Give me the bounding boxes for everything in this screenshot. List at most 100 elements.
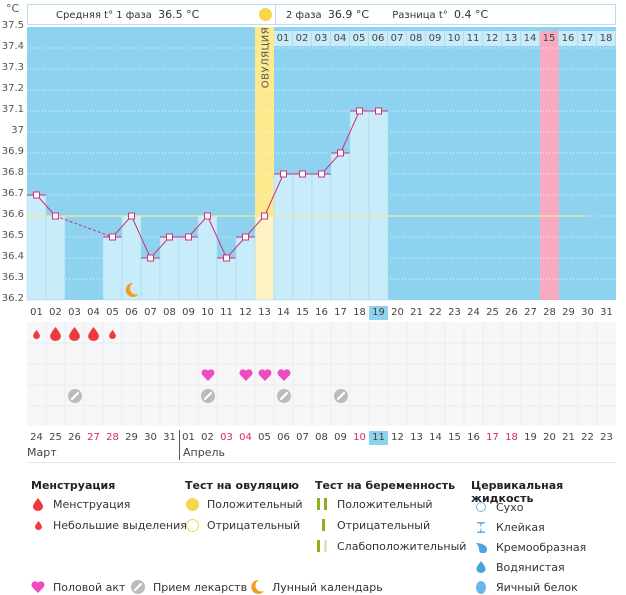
cycle-day-label[interactable]: 17 xyxy=(334,307,347,318)
cycle-day-label[interactable]: 11 xyxy=(220,307,233,318)
ovulation-positive-icon xyxy=(185,497,199,511)
temperature-point xyxy=(223,254,230,262)
cycle-day-label[interactable]: 21 xyxy=(410,307,423,318)
cycle-day-label[interactable]: 16 xyxy=(315,307,328,318)
month-label-march: Март xyxy=(27,446,57,459)
calendar-date-label[interactable]: 03 xyxy=(220,432,233,443)
calendar-date-label[interactable]: 02 xyxy=(201,432,214,443)
legend-cervical-creamy: Кремообразная xyxy=(474,540,586,554)
calendar-date-label[interactable]: 29 xyxy=(125,432,138,443)
temperature-point xyxy=(299,170,306,178)
calendar-date-label[interactable]: 14 xyxy=(429,432,442,443)
calendar-date-label[interactable]: 05 xyxy=(258,432,271,443)
calendar-date-label[interactable]: 13 xyxy=(410,432,423,443)
blood-drop-icon[interactable] xyxy=(65,326,84,342)
temperature-bar xyxy=(368,110,389,301)
luteal-day-label: 08 xyxy=(407,31,426,46)
calendar-date-label[interactable]: 16 xyxy=(467,432,480,443)
pill-icon[interactable] xyxy=(274,388,293,404)
cycle-day-label[interactable]: 01 xyxy=(30,307,43,318)
phase2-summary: 2 фаза 36.9 °C Разница t° 0.4 °C xyxy=(275,4,616,25)
heart-icon[interactable] xyxy=(198,367,217,383)
heart-icon[interactable] xyxy=(255,367,274,383)
moon-icon xyxy=(250,580,264,594)
cycle-day-label[interactable]: 09 xyxy=(182,307,195,318)
cycle-day-label[interactable]: 13 xyxy=(258,307,271,318)
temperature-bar xyxy=(330,152,351,301)
legend-cervical-dry-label: Сухо xyxy=(496,500,524,514)
y-tick-label: 36.2 xyxy=(1,293,24,304)
calendar-date-label[interactable]: 28 xyxy=(106,432,119,443)
y-tick-label: 37.5 xyxy=(1,20,24,31)
calendar-date-label[interactable]: 09 xyxy=(334,432,347,443)
pill-icon[interactable] xyxy=(198,388,217,404)
calendar-date-label[interactable]: 22 xyxy=(581,432,594,443)
temperature-point xyxy=(242,233,249,241)
calendar-date-label[interactable]: 19 xyxy=(524,432,537,443)
calendar-date-label[interactable]: 21 xyxy=(562,432,575,443)
calendar-date-label[interactable]: 11 xyxy=(369,431,388,445)
calendar-date-label[interactable]: 15 xyxy=(448,432,461,443)
pill-icon[interactable] xyxy=(65,388,84,404)
heart-icon xyxy=(31,580,45,594)
small-blood-drop-icon[interactable] xyxy=(27,326,46,342)
pregnancy-weak-icon xyxy=(315,539,329,553)
temperature-point xyxy=(128,212,135,220)
cycle-day-label[interactable]: 30 xyxy=(581,307,594,318)
blood-drop-icon[interactable] xyxy=(84,326,103,342)
cycle-day-label[interactable]: 26 xyxy=(505,307,518,318)
calendar-date-label[interactable]: 26 xyxy=(68,432,81,443)
calendar-date-label[interactable]: 07 xyxy=(296,432,309,443)
calendar-date-label[interactable]: 20 xyxy=(543,432,556,443)
cycle-day-label[interactable]: 19 xyxy=(369,306,388,320)
cycle-day-label[interactable]: 23 xyxy=(448,307,461,318)
cycle-day-label[interactable]: 31 xyxy=(600,307,613,318)
pill-icon[interactable] xyxy=(331,388,350,404)
luteal-day-label: 10 xyxy=(445,31,464,46)
cycle-day-label[interactable]: 24 xyxy=(467,307,480,318)
cycle-day-label[interactable]: 03 xyxy=(68,307,81,318)
temperature-bar xyxy=(45,215,66,301)
heart-icon[interactable] xyxy=(236,367,255,383)
cycle-day-label[interactable]: 12 xyxy=(239,307,252,318)
cycle-day-label[interactable]: 29 xyxy=(562,307,575,318)
calendar-date-label[interactable]: 10 xyxy=(353,432,366,443)
cycle-day-label[interactable]: 28 xyxy=(543,307,556,318)
small-blood-drop-icon[interactable] xyxy=(103,326,122,342)
cycle-day-label[interactable]: 14 xyxy=(277,307,290,318)
cycle-day-label[interactable]: 08 xyxy=(163,307,176,318)
calendar-date-label[interactable]: 06 xyxy=(277,432,290,443)
temperature-point xyxy=(337,149,344,157)
cycle-day-label[interactable]: 10 xyxy=(201,307,214,318)
calendar-date-label[interactable]: 30 xyxy=(144,432,157,443)
cycle-day-label[interactable]: 27 xyxy=(524,307,537,318)
legend-cervical-creamy-label: Кремообразная xyxy=(496,540,587,554)
calendar-date-label[interactable]: 25 xyxy=(49,432,62,443)
calendar-date-label[interactable]: 17 xyxy=(486,432,499,443)
cycle-day-label[interactable]: 04 xyxy=(87,307,100,318)
calendar-date-label[interactable]: 18 xyxy=(505,432,518,443)
calendar-date-label[interactable]: 12 xyxy=(391,432,404,443)
calendar-date-label[interactable]: 27 xyxy=(87,432,100,443)
calendar-date-label[interactable]: 01 xyxy=(182,432,195,443)
legend-ovulation-test-title: Тест на овуляцию xyxy=(185,479,299,492)
cycle-day-label[interactable]: 02 xyxy=(49,307,62,318)
cycle-day-label[interactable]: 06 xyxy=(125,307,138,318)
blood-drop-icon[interactable] xyxy=(46,326,65,342)
calendar-date-label[interactable]: 08 xyxy=(315,432,328,443)
cycle-day-label[interactable]: 18 xyxy=(353,307,366,318)
cycle-day-label[interactable]: 22 xyxy=(429,307,442,318)
cycle-day-label[interactable]: 20 xyxy=(391,307,404,318)
cycle-day-label[interactable]: 15 xyxy=(296,307,309,318)
y-tick-label: 37.1 xyxy=(1,104,24,115)
calendar-date-label[interactable]: 31 xyxy=(163,432,176,443)
cycle-day-label[interactable]: 25 xyxy=(486,307,499,318)
temperature-bar xyxy=(311,173,332,301)
heart-icon[interactable] xyxy=(274,367,293,383)
calendar-date-label[interactable]: 23 xyxy=(600,432,613,443)
legend-cervical-sticky-label: Клейкая xyxy=(496,520,545,534)
cycle-day-label[interactable]: 07 xyxy=(144,307,157,318)
cycle-day-label[interactable]: 05 xyxy=(106,307,119,318)
calendar-date-label[interactable]: 04 xyxy=(239,432,252,443)
calendar-date-label[interactable]: 24 xyxy=(30,432,43,443)
